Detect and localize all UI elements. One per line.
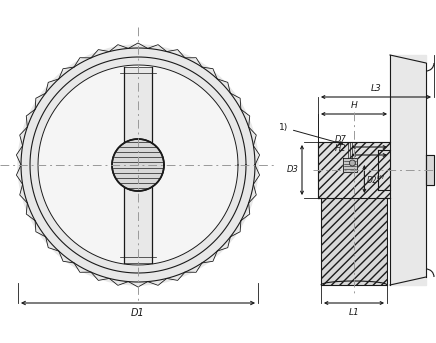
Text: D1: D1 — [131, 308, 145, 318]
Text: L3: L3 — [371, 84, 382, 93]
Polygon shape — [390, 55, 426, 285]
Circle shape — [112, 139, 164, 191]
Bar — [321, 198, 387, 285]
Text: 1): 1) — [279, 123, 343, 145]
Text: H: H — [351, 101, 358, 110]
Text: $D2^{H7}$: $D2^{H7}$ — [366, 174, 386, 186]
Polygon shape — [124, 67, 152, 263]
Polygon shape — [426, 155, 434, 185]
Circle shape — [18, 45, 258, 285]
Text: H2: H2 — [335, 144, 346, 153]
Polygon shape — [344, 158, 358, 172]
Polygon shape — [318, 142, 390, 198]
Text: L1: L1 — [349, 308, 359, 317]
Bar — [318, 142, 390, 198]
Text: D3: D3 — [287, 166, 299, 175]
Circle shape — [38, 65, 238, 265]
Text: D7: D7 — [334, 135, 346, 144]
Circle shape — [349, 160, 355, 166]
Polygon shape — [378, 150, 390, 190]
